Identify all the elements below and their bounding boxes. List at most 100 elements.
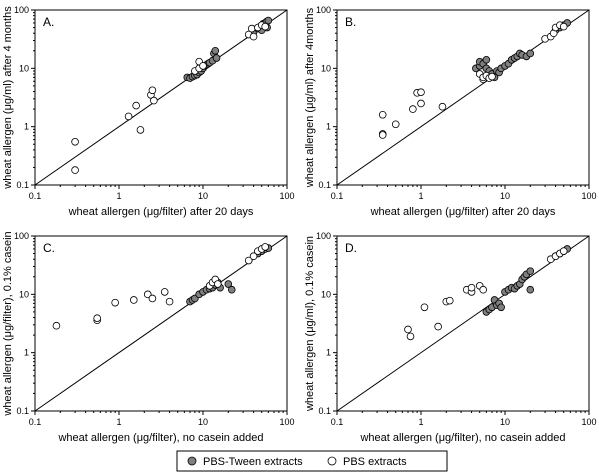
data-point [261, 22, 269, 31]
y-axis-label: wheat allergen (μg/filter), 0.1% casein [2, 231, 14, 416]
data-point [211, 46, 220, 55]
plot-frame [336, 235, 590, 412]
y-tick-label: 0.1 [16, 180, 29, 190]
data-point [526, 49, 535, 58]
identity-line [34, 9, 288, 186]
x-tick-label: 10 [500, 417, 510, 427]
x-tick-label: 0.1 [331, 191, 344, 201]
legend-label: PBS extracts [343, 456, 407, 468]
x-tick-label: 1 [418, 191, 423, 201]
data-point [148, 86, 157, 95]
data-point [165, 297, 174, 306]
y-tick-label: 0.1 [16, 406, 29, 416]
data-point [111, 298, 119, 307]
series-pbs [378, 21, 568, 139]
x-tick-label: 100 [581, 417, 596, 427]
data-point [124, 112, 133, 121]
x-axis-label: wheat allergen (μg/filter), no casein ad… [57, 432, 263, 444]
data-point [264, 16, 273, 25]
x-tick-label: 10 [500, 191, 510, 201]
x-tick-label: 100 [279, 417, 294, 427]
series-pbs [404, 247, 568, 341]
data-point [261, 243, 269, 251]
data-point [227, 285, 236, 294]
y-tick-label: 0.1 [318, 180, 331, 190]
data-point [52, 321, 61, 330]
data-point [378, 110, 387, 119]
y-tick-label: 0.1 [318, 406, 331, 416]
data-point [213, 280, 222, 288]
identity-line [336, 235, 590, 412]
data-point [129, 296, 138, 304]
y-tick-label: 1 [24, 122, 29, 132]
legend-marker [327, 456, 337, 466]
y-tick-label: 100 [316, 231, 331, 241]
data-point [434, 322, 442, 331]
data-point [247, 24, 256, 33]
data-point [559, 22, 568, 31]
data-point [559, 247, 568, 255]
x-tick-label: 1 [116, 417, 121, 427]
legend-box [176, 450, 448, 472]
y-axis-label: wheat allergen (μg/ml), 0.1% casein [304, 236, 316, 412]
data-point [93, 314, 101, 322]
data-point [526, 285, 535, 294]
x-tick-label: 100 [279, 191, 294, 201]
data-point [224, 280, 233, 288]
data-point [71, 138, 79, 146]
data-point [404, 325, 412, 334]
data-point [406, 332, 415, 341]
x-axis-label: wheat allergen (μg/filter), no casein ad… [359, 432, 565, 444]
series-pbs [52, 243, 269, 330]
panel-2: 0.10.1 1 1 10 10 100 100 B. wheat allergen (μg/f… [304, 5, 597, 218]
y-tick-label: 100 [316, 5, 331, 15]
legend: PBS-Tween extracts PBS extracts [176, 450, 448, 472]
data-point [249, 252, 258, 261]
panel-letter: C. [43, 241, 55, 255]
data-point [391, 120, 400, 129]
y-tick-label: 1 [326, 348, 331, 358]
identity-line [34, 235, 288, 412]
panel-letter: A. [43, 15, 54, 29]
x-tick-label: 10 [198, 417, 208, 427]
plot-frame [336, 9, 590, 186]
data-point [497, 303, 505, 312]
data-point [212, 54, 221, 62]
legend-label: PBS-Tween extracts [203, 456, 303, 468]
data-point [244, 256, 253, 265]
data-point [409, 105, 417, 113]
panel-1: 0.10.1 1 1 10 10 100 100 A. wheat allergen (μg/f… [2, 5, 295, 218]
plot-frame [34, 235, 288, 412]
x-tick-label: 1 [418, 417, 423, 427]
data-point [438, 102, 447, 111]
plot-frame [34, 9, 288, 186]
data-point [417, 88, 425, 96]
data-point [482, 56, 491, 64]
data-point [132, 101, 140, 110]
data-point [160, 288, 169, 296]
data-point [526, 267, 535, 275]
y-tick-label: 10 [321, 289, 331, 299]
x-tick-label: 0.1 [29, 191, 42, 201]
x-tick-label: 10 [198, 191, 208, 201]
panel-3: 0.10.1 1 1 10 10 100 100 C. wheat allergen (μg/f… [2, 231, 295, 444]
x-tick-label: 0.1 [331, 417, 344, 427]
y-axis-label: wheat allergen (μg/ml) after 4months [304, 7, 316, 188]
data-point [445, 296, 454, 305]
y-tick-label: 10 [19, 63, 29, 73]
data-point [488, 72, 496, 81]
y-tick-label: 1 [326, 122, 331, 132]
y-tick-label: 100 [14, 231, 29, 241]
y-axis-label: wheat allergen (μg/ml) after 4 months [2, 6, 14, 190]
data-point [479, 285, 487, 294]
data-point [150, 96, 158, 105]
data-point [148, 294, 157, 303]
series-pbs [71, 21, 269, 174]
data-point [417, 99, 425, 108]
y-tick-label: 10 [19, 289, 29, 299]
data-point [143, 290, 152, 299]
data-point [467, 283, 476, 292]
x-tick-label: 100 [581, 191, 596, 201]
x-axis-label: wheat allergen (μg/filter) after 20 days [68, 206, 254, 218]
